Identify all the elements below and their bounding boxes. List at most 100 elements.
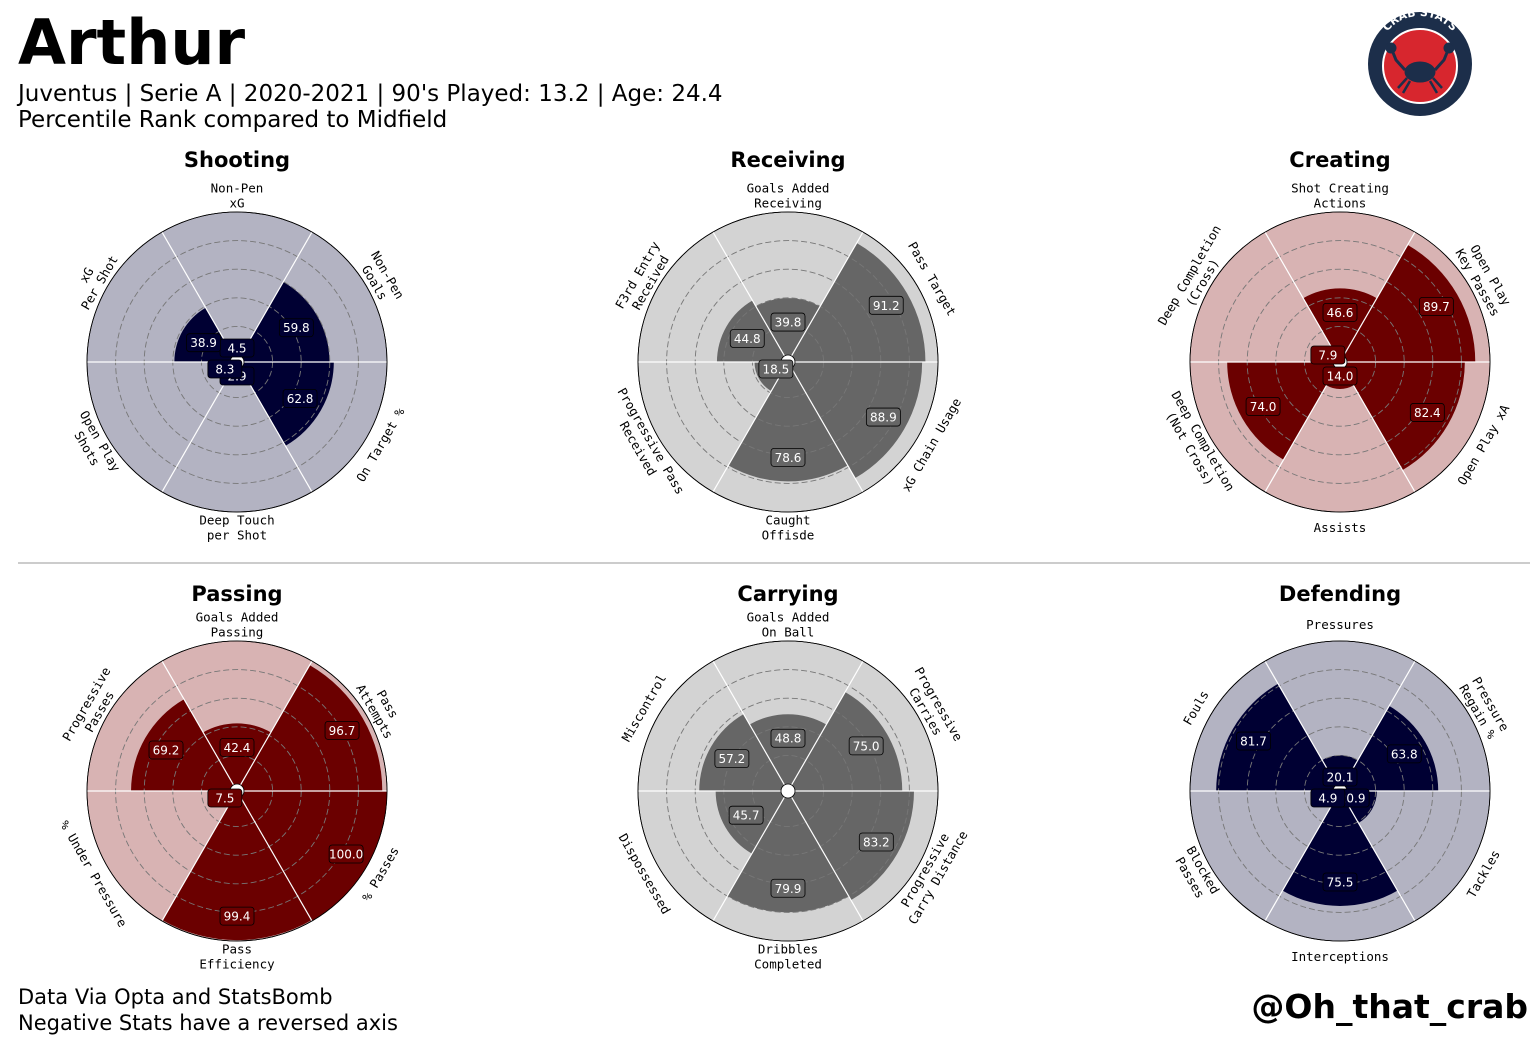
spoke-line xyxy=(1264,796,1338,922)
metric-label-caught-offisde: Caught Offisde xyxy=(762,513,815,543)
svg-text:81.7: 81.7 xyxy=(1240,735,1267,749)
svg-text:74.0: 74.0 xyxy=(1250,400,1277,414)
bar-open-play-xa xyxy=(1343,362,1465,471)
bar-dribbles-completed xyxy=(727,797,849,913)
value-label-pass-target: 91.2 xyxy=(868,295,904,315)
svg-text:42.4: 42.4 xyxy=(224,741,251,755)
spoke-line xyxy=(1342,231,1416,357)
bar-deep-completion-not-cross xyxy=(1227,362,1337,460)
axis-note: Negative Stats have a reversed axis xyxy=(18,1011,398,1035)
spoke-line xyxy=(239,367,313,493)
metric-label-shot-creating-actions: Shot Creating Actions xyxy=(1291,181,1389,211)
comparison-line: Percentile Rank compared to Midfield xyxy=(18,107,447,133)
svg-text:79.9: 79.9 xyxy=(775,882,802,896)
spoke-line xyxy=(790,660,864,786)
bar-xg-chain-usage xyxy=(791,362,923,479)
metric-label-non-pen-xg: Non-Pen xG xyxy=(211,181,264,211)
source-note: Data Via Opta and StatsBomb xyxy=(18,985,333,1009)
value-label-progressive-passes: 69.2 xyxy=(148,740,184,760)
bar-progressive-carry-distance xyxy=(791,791,914,901)
panel-title: Defending xyxy=(1279,582,1401,606)
svg-text:75.5: 75.5 xyxy=(1327,875,1354,889)
player-info-line: Juventus | Serie A | 2020-2021 | 90's Pl… xyxy=(16,81,723,107)
panel-title: Shooting xyxy=(184,148,290,172)
svg-text:69.2: 69.2 xyxy=(153,744,180,758)
value-label-pass-efficiency: 99.4 xyxy=(219,906,255,926)
value-label-pressures: 20.1 xyxy=(1322,767,1358,787)
value-label-shot-creating-actions: 46.6 xyxy=(1322,302,1358,322)
value-label-pct-under-pressure: 7.5 xyxy=(207,788,243,808)
value-label-non-pen-goals: 59.8 xyxy=(278,318,314,338)
value-label-pressure-regain-pct: 63.8 xyxy=(1386,744,1422,764)
svg-text:18.5: 18.5 xyxy=(763,363,790,377)
bar-pass-efficiency xyxy=(162,797,312,941)
value-label-goals-added-on-ball: 48.8 xyxy=(770,728,806,748)
spoke-line xyxy=(161,231,235,357)
value-label-progressive-pass-received: 18.5 xyxy=(758,359,794,379)
value-label-open-play-xa: 82.4 xyxy=(1409,403,1445,422)
bar-progressive-carries xyxy=(791,692,903,791)
value-label-interceptions: 75.5 xyxy=(1322,872,1358,892)
metric-label-dribbles-completed: Dribbles Completed xyxy=(754,942,822,972)
twitter-handle: @Oh_that_crab xyxy=(1251,987,1528,1026)
value-label-non-pen-xg: 4.5 xyxy=(219,338,255,358)
svg-text:78.6: 78.6 xyxy=(775,451,802,465)
value-label-f3rd-entry-received: 44.8 xyxy=(729,329,765,348)
bar-pct-passes xyxy=(240,791,387,921)
svg-text:20.1: 20.1 xyxy=(1327,771,1354,785)
spoke-line xyxy=(790,231,864,357)
metric-label-goals-added-on-ball: Goals Added On Ball xyxy=(747,610,830,640)
bar-pass-target xyxy=(791,242,926,362)
svg-text:83.2: 83.2 xyxy=(863,835,890,849)
metric-label-deep-touch-per-shot: Deep Touch per Shot xyxy=(199,513,274,543)
value-label-pct-passes: 100.0 xyxy=(328,844,364,864)
metric-label-goals-added-receiving: Goals Added Receiving xyxy=(747,181,830,211)
value-label-on-target-pct: 62.8 xyxy=(282,389,318,408)
value-label-xg-chain-usage: 88.9 xyxy=(865,407,901,427)
value-label-caught-offisde: 78.6 xyxy=(770,447,806,467)
spoke-line xyxy=(712,231,786,357)
player-name: Arthur xyxy=(18,6,245,79)
spoke-line xyxy=(1264,231,1338,357)
panel-title: Creating xyxy=(1289,148,1390,172)
metric-label-interceptions: Interceptions xyxy=(1291,949,1389,964)
spoke-line xyxy=(161,367,235,493)
svg-text:8.3: 8.3 xyxy=(215,363,234,377)
svg-text:82.4: 82.4 xyxy=(1414,406,1441,420)
value-label-dispossessed: 45.7 xyxy=(728,805,764,825)
spoke-line xyxy=(1342,367,1416,493)
spoke-line xyxy=(1264,367,1338,493)
svg-text:91.2: 91.2 xyxy=(873,299,900,313)
svg-text:100.0: 100.0 xyxy=(329,848,363,862)
svg-text:88.9: 88.9 xyxy=(870,411,897,425)
svg-text:99.4: 99.4 xyxy=(224,910,251,924)
value-label-progressive-carries: 75.0 xyxy=(848,736,884,756)
bar-goals-added-on-ball xyxy=(749,714,827,785)
svg-text:57.2: 57.2 xyxy=(719,752,746,766)
value-label-open-play-key-passes: 89.7 xyxy=(1418,296,1454,316)
panel-title: Passing xyxy=(191,582,282,606)
outer-ring xyxy=(637,640,939,942)
bar-open-play-key-passes xyxy=(1343,244,1476,362)
svg-text:7.9: 7.9 xyxy=(1318,349,1337,363)
bar-shot-creating-actions xyxy=(1303,288,1377,356)
value-label-open-play-shots: 8.3 xyxy=(207,359,243,379)
value-label-pass-attempts: 96.7 xyxy=(324,720,360,740)
spoke-line xyxy=(790,796,864,922)
bar-interceptions xyxy=(1282,797,1398,906)
value-label-progressive-carry-distance: 83.2 xyxy=(858,832,894,852)
bar-caught-offisde xyxy=(728,368,848,482)
outer-ring xyxy=(1189,211,1491,513)
metric-label-assists: Assists xyxy=(1314,520,1367,535)
spoke-line xyxy=(790,367,864,493)
svg-text:63.8: 63.8 xyxy=(1391,747,1418,761)
spoke-line xyxy=(161,660,235,786)
metric-label-pass-efficiency: Pass Efficiency xyxy=(199,942,275,972)
svg-text:39.8: 39.8 xyxy=(775,316,802,330)
